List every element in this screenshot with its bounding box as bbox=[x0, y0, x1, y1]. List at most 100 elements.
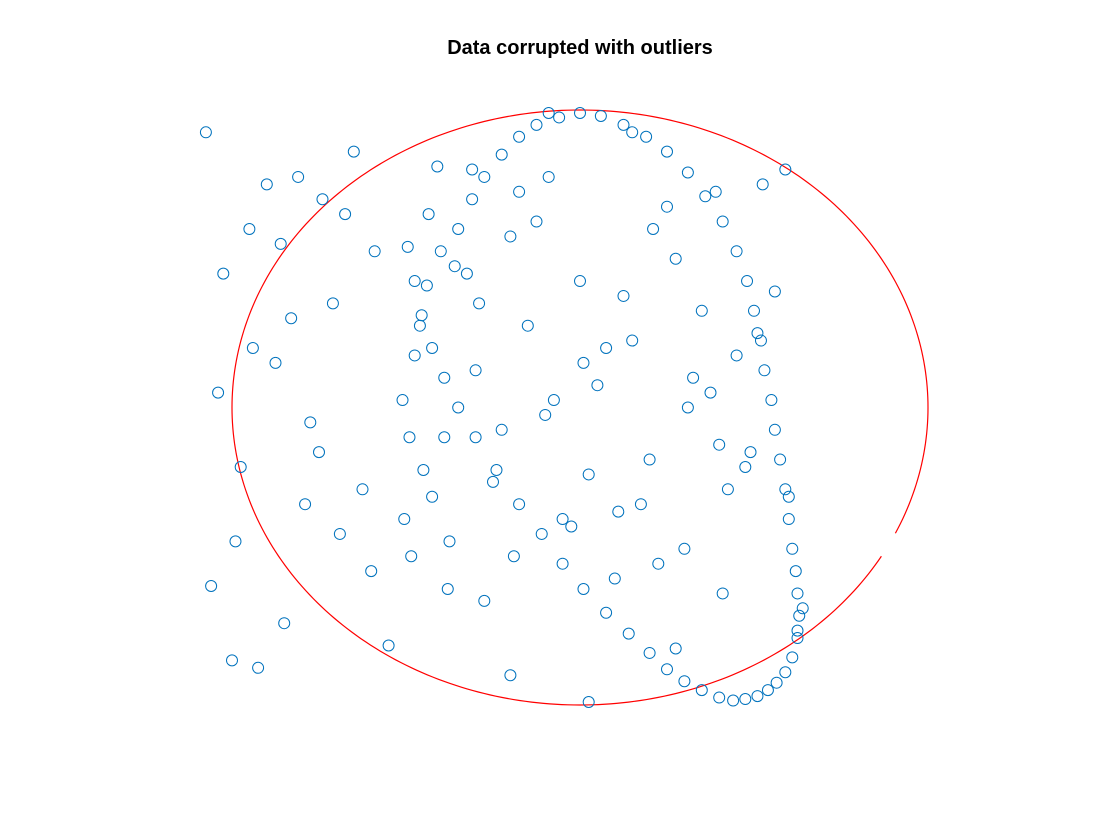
scatter-point bbox=[793, 609, 806, 622]
scatter-point bbox=[299, 498, 312, 511]
scatter-point bbox=[438, 371, 451, 384]
scatter-point bbox=[661, 145, 673, 158]
scatter-point bbox=[556, 557, 569, 570]
scatter-point bbox=[507, 550, 520, 563]
scatter-point bbox=[530, 215, 543, 228]
outliers-series bbox=[199, 126, 809, 674]
scatter-point bbox=[716, 587, 729, 600]
scatter-point bbox=[431, 160, 444, 173]
scatter-point bbox=[478, 170, 491, 183]
scatter-point bbox=[730, 245, 743, 258]
scatter-point bbox=[278, 617, 291, 630]
scatter-point bbox=[643, 646, 656, 659]
scatter-point bbox=[669, 252, 682, 265]
scatter-point bbox=[229, 535, 242, 548]
scatter-point bbox=[768, 423, 781, 436]
scatter-point bbox=[699, 190, 712, 203]
scatter-point bbox=[405, 550, 418, 563]
scatter-point bbox=[791, 632, 804, 645]
scatter-point bbox=[716, 215, 729, 228]
scatter-point bbox=[713, 438, 726, 451]
scatter-point bbox=[469, 431, 482, 444]
scatter-point bbox=[246, 342, 259, 354]
scatter-point bbox=[751, 327, 764, 340]
fitted-circle-line bbox=[231, 109, 929, 706]
scatter-point bbox=[408, 275, 421, 288]
scatter-point bbox=[782, 490, 795, 503]
scatter-point bbox=[466, 163, 479, 176]
scatter-point bbox=[420, 279, 433, 292]
scatter-point bbox=[695, 304, 708, 317]
scatter-point bbox=[608, 572, 621, 585]
scatter-point bbox=[398, 513, 411, 526]
scatter-point bbox=[326, 297, 339, 310]
scatter-point bbox=[782, 513, 795, 526]
scatter-point bbox=[441, 582, 454, 595]
scatter-point bbox=[212, 386, 225, 399]
scatter-point bbox=[600, 606, 613, 619]
scatter-point bbox=[661, 663, 673, 676]
scatter-point bbox=[582, 696, 595, 709]
scatter-point bbox=[199, 126, 212, 139]
scatter-point bbox=[339, 208, 352, 221]
scatter-point bbox=[452, 401, 465, 414]
scatter-point bbox=[591, 379, 604, 392]
scatter-point bbox=[678, 542, 691, 555]
scatter-point bbox=[600, 342, 613, 354]
scatter-point bbox=[779, 483, 792, 496]
scatter-point bbox=[539, 408, 552, 421]
scatter-point bbox=[727, 694, 740, 707]
scatter-point bbox=[426, 342, 439, 354]
scatter-point bbox=[751, 690, 764, 703]
scatter-point bbox=[469, 364, 482, 377]
scatter-point bbox=[260, 178, 273, 191]
scatter-point bbox=[530, 118, 543, 131]
scatter-point bbox=[756, 178, 769, 191]
scatter-point bbox=[226, 654, 238, 667]
scatter-point bbox=[513, 498, 526, 511]
scatter-point bbox=[347, 145, 360, 158]
scatter-point bbox=[243, 223, 256, 235]
fit-layer bbox=[231, 109, 929, 706]
scatter-point bbox=[768, 285, 781, 298]
scatter-point bbox=[761, 684, 774, 697]
scatter-point bbox=[422, 208, 435, 221]
scatter-point bbox=[316, 193, 329, 206]
scatter-point bbox=[513, 185, 526, 198]
circle-points-series bbox=[396, 106, 806, 709]
scatter-point bbox=[434, 245, 447, 258]
scatter-point bbox=[313, 446, 325, 459]
scatter-point bbox=[634, 498, 647, 511]
scatter-point bbox=[448, 260, 461, 273]
chart-title: Data corrupted with outliers bbox=[447, 37, 713, 59]
scatter-point bbox=[770, 676, 783, 689]
scatter-point bbox=[626, 334, 639, 347]
scatter-point bbox=[622, 627, 635, 640]
scatter-point bbox=[443, 535, 456, 548]
scatter-point bbox=[292, 170, 305, 183]
scatter-point bbox=[234, 461, 247, 473]
scatter-point bbox=[356, 483, 369, 496]
scatter-point bbox=[426, 490, 439, 503]
scatter-point bbox=[652, 557, 665, 570]
scatter-point bbox=[754, 334, 767, 347]
scatter-point bbox=[333, 527, 346, 540]
scatter-point bbox=[542, 170, 555, 183]
scatter-point bbox=[741, 275, 754, 288]
scatter-point bbox=[721, 483, 734, 496]
scatter-point bbox=[669, 642, 682, 655]
scatter-point bbox=[617, 118, 630, 131]
scatter-point bbox=[626, 126, 639, 139]
scatter-point bbox=[681, 166, 694, 179]
scatter-point bbox=[779, 163, 792, 176]
scatter-point bbox=[490, 463, 503, 476]
scatter-point bbox=[789, 565, 802, 578]
points-layer bbox=[199, 106, 809, 709]
scatter-point bbox=[661, 200, 673, 213]
scatter-point bbox=[382, 639, 395, 652]
scatter-point bbox=[217, 267, 230, 280]
scatter-point bbox=[478, 594, 491, 607]
scatter-point bbox=[786, 651, 799, 664]
scatter-point bbox=[542, 106, 555, 119]
